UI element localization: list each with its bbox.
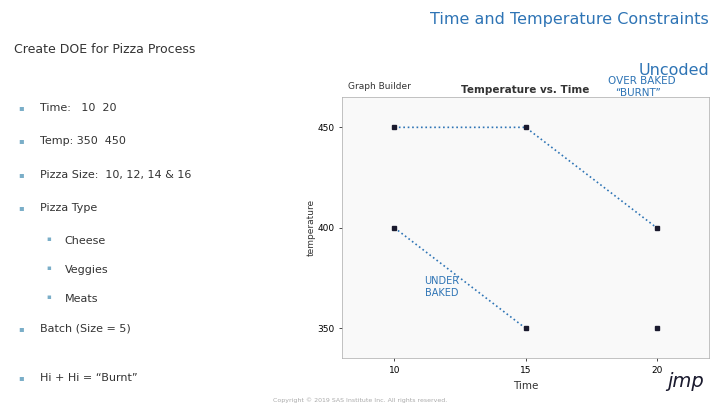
Text: Uncoded: Uncoded — [639, 63, 709, 78]
Text: ▪: ▪ — [18, 103, 24, 112]
Text: Meats: Meats — [65, 294, 99, 305]
Text: ▪: ▪ — [18, 373, 24, 382]
Text: “BURNT”: “BURNT” — [616, 88, 662, 98]
Text: Create DOE for Pizza Process: Create DOE for Pizza Process — [14, 43, 196, 55]
Title: Temperature vs. Time: Temperature vs. Time — [462, 85, 590, 95]
Text: Veggies: Veggies — [65, 265, 109, 275]
Text: ▪: ▪ — [18, 203, 24, 212]
Text: Copyright © 2019 SAS Institute Inc. All rights reserved.: Copyright © 2019 SAS Institute Inc. All … — [273, 397, 447, 403]
Text: OVER BAKED: OVER BAKED — [608, 76, 676, 86]
Text: ▪: ▪ — [18, 136, 24, 145]
Text: Hi + Hi = “Burnt”: Hi + Hi = “Burnt” — [40, 373, 138, 383]
Text: Cheese: Cheese — [65, 236, 106, 246]
Y-axis label: temperature: temperature — [307, 199, 316, 256]
Text: Temp: 350  450: Temp: 350 450 — [40, 136, 125, 147]
X-axis label: Time: Time — [513, 381, 539, 390]
Text: Batch (Size = 5): Batch (Size = 5) — [40, 324, 130, 334]
Text: ▪: ▪ — [18, 324, 24, 333]
Text: Time and Temperature Constraints: Time and Temperature Constraints — [431, 12, 709, 27]
Text: jmp: jmp — [667, 372, 704, 391]
Text: UNDER
BAKED: UNDER BAKED — [424, 276, 459, 298]
Text: Graph Builder: Graph Builder — [348, 82, 410, 91]
Text: ▪: ▪ — [18, 170, 24, 179]
Text: Time:   10  20: Time: 10 20 — [40, 103, 116, 113]
Text: ▪: ▪ — [47, 236, 52, 242]
Text: Pizza Size:  10, 12, 14 & 16: Pizza Size: 10, 12, 14 & 16 — [40, 170, 191, 180]
Text: ▪: ▪ — [47, 294, 52, 301]
Text: Pizza Type: Pizza Type — [40, 203, 97, 213]
Text: ▪: ▪ — [47, 265, 52, 271]
